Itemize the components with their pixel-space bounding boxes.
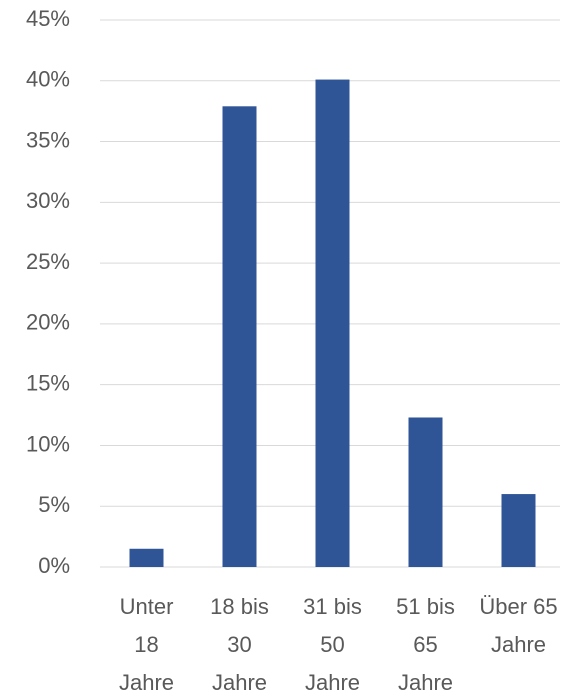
y-tick-label: 15% — [26, 370, 70, 395]
y-tick-label: 25% — [26, 249, 70, 274]
x-tick-label: Unter 18 Jahre — [118, 594, 175, 695]
x-tick-label: 31 bis 50 Jahre — [303, 594, 362, 695]
bar — [408, 417, 443, 567]
y-tick-label: 20% — [26, 310, 70, 335]
bar — [222, 106, 257, 567]
y-tick-label: 35% — [26, 127, 70, 152]
bar — [129, 548, 164, 567]
y-tick-label: 45% — [26, 6, 70, 31]
x-tick-label: 51 bis 65 Jahre — [396, 594, 455, 695]
x-tick-label: Über 65 Jahre — [479, 594, 558, 657]
y-tick-label: 10% — [26, 431, 70, 456]
y-tick-label: 5% — [38, 492, 70, 517]
x-tick-label: 18 bis 30 Jahre — [210, 594, 269, 695]
y-tick-label: 0% — [38, 553, 70, 578]
bar — [315, 79, 350, 567]
bar — [501, 494, 536, 567]
y-tick-label: 40% — [26, 67, 70, 92]
y-tick-label: 30% — [26, 188, 70, 213]
